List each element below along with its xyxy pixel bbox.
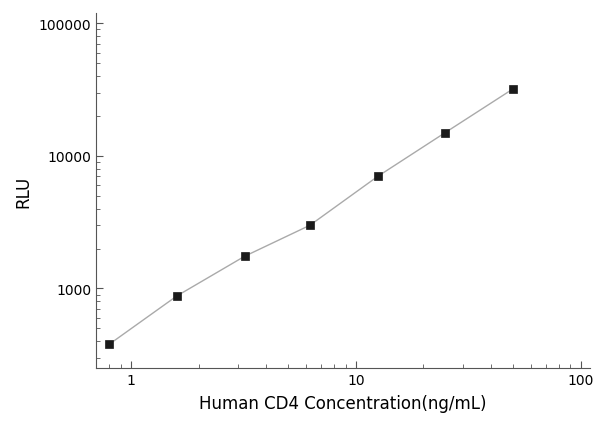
X-axis label: Human CD4 Concentration(ng/mL): Human CD4 Concentration(ng/mL)	[199, 394, 487, 412]
Y-axis label: RLU: RLU	[14, 175, 32, 207]
